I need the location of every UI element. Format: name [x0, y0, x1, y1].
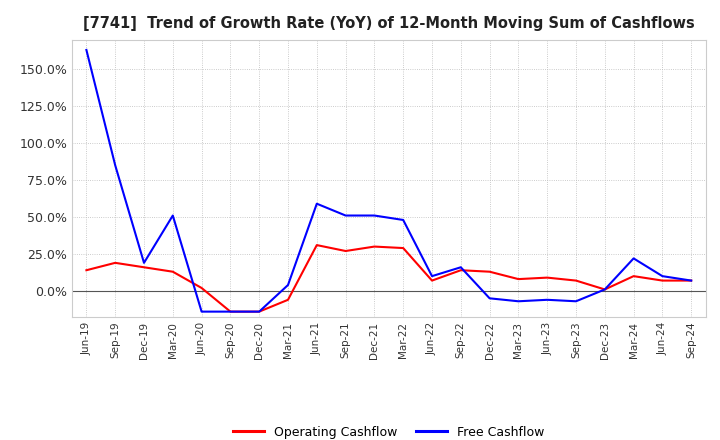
- Title: [7741]  Trend of Growth Rate (YoY) of 12-Month Moving Sum of Cashflows: [7741] Trend of Growth Rate (YoY) of 12-…: [83, 16, 695, 32]
- Legend: Operating Cashflow, Free Cashflow: Operating Cashflow, Free Cashflow: [228, 421, 550, 440]
